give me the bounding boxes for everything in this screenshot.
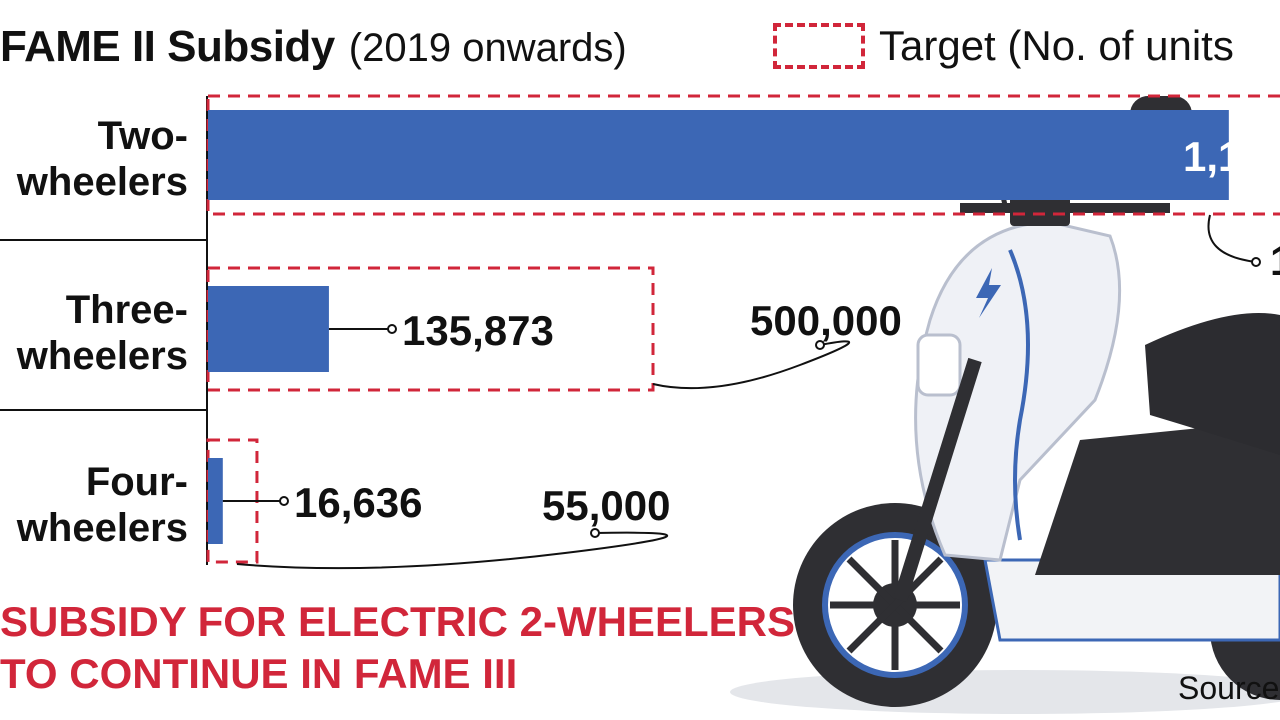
actual-bar-three — [208, 286, 329, 372]
legend: Target (No. of units — [773, 22, 1234, 70]
scooter-front-panel — [914, 220, 1122, 562]
scooter-seat — [1145, 313, 1280, 455]
target-box-two — [206, 94, 1280, 216]
scooter-underbody — [1035, 420, 1280, 575]
headline-line-2: TO CONTINUE IN FAME III — [0, 650, 518, 697]
scooter-trim — [1008, 249, 1030, 541]
chart-marks: Two-wheelers 1,147 1 Three-wheelers 135,873 5… — [16, 94, 1280, 570]
target-value-label-three: 500,000 — [750, 297, 902, 344]
target-value-label-two: 1 — [1270, 237, 1280, 284]
target-connector-two — [1207, 214, 1257, 263]
target-connector-dot-four — [590, 528, 600, 538]
target-value-label-four: 55,000 — [542, 482, 670, 529]
target-connector-four — [236, 531, 669, 570]
headline: SUBSIDY FOR ELECTRIC 2-WHEELERS TO CONTI… — [0, 596, 795, 700]
headline-line-1: SUBSIDY FOR ELECTRIC 2-WHEELERS — [0, 598, 795, 645]
actual-value-label-two: 1,147 — [1183, 133, 1280, 180]
chart-subtitle: (2019 onwards) — [348, 26, 627, 70]
actual-bar-four — [208, 458, 223, 544]
chart-title-block: FAME II Subsidy (2019 onwards) — [0, 22, 627, 72]
actual-value-label-three: 135,873 — [402, 307, 554, 354]
scooter-headlamp — [916, 333, 962, 397]
category-label-three: Three- — [66, 288, 188, 332]
chart-title: FAME II Subsidy — [0, 22, 335, 71]
category-label-four: Four- — [86, 460, 188, 504]
scooter-fork — [893, 357, 982, 603]
legend-target-label: Target (No. of units — [879, 22, 1234, 69]
actual-bar-two — [208, 110, 1229, 200]
legend-target-swatch — [773, 23, 865, 69]
category-label-four: wheelers — [16, 506, 188, 550]
actual-value-label-four: 16,636 — [294, 479, 422, 526]
target-connector-dot-two — [1251, 257, 1261, 267]
target-box-three — [206, 266, 655, 392]
actual-connector-dot-three — [387, 324, 397, 334]
electric-scooter-illustration — [730, 96, 1280, 714]
category-label-two: Two- — [98, 114, 188, 158]
lightning-icon — [976, 268, 1001, 318]
source-note: Source: — [1178, 670, 1280, 706]
category-label-three: wheelers — [16, 334, 188, 378]
actual-connector-dot-four — [279, 496, 289, 506]
target-connector-three — [652, 340, 851, 390]
category-label-two: wheelers — [16, 160, 188, 204]
target-connector-dot-three — [815, 340, 825, 350]
